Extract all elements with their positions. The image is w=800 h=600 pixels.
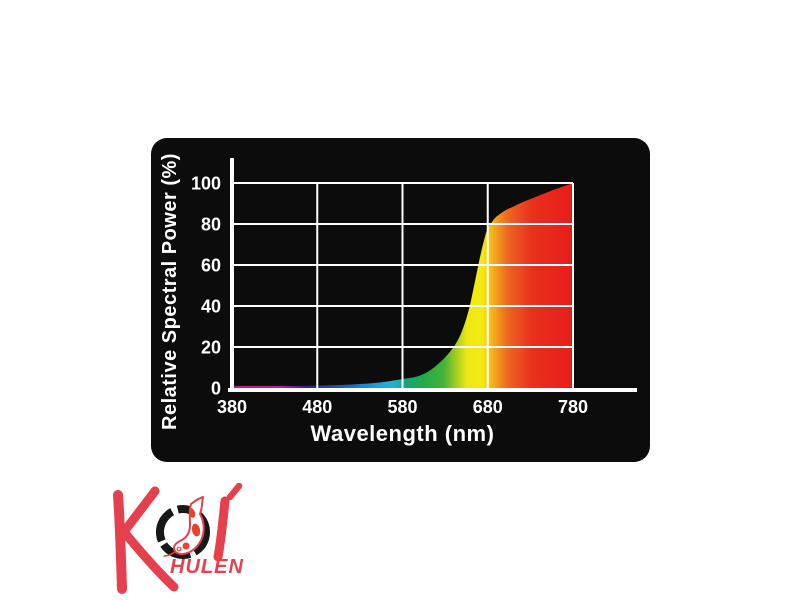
x-tick-label: 480 [302, 397, 332, 417]
x-tick-label: 680 [473, 397, 503, 417]
y-axis-title: Relative Spectral Power (%) [159, 153, 181, 431]
y-tick-label: 0 [211, 379, 221, 399]
fish-fin [163, 551, 176, 557]
logo-hulen-text: HULEN [170, 556, 244, 578]
spectral-chart-panel: 380 480 580 680 780 0 20 40 60 80 100 Relative Spe… [151, 138, 650, 462]
koi-hulen-logo: HULEN [113, 483, 244, 594]
x-tick-label: 380 [217, 397, 247, 417]
y-tick-label: 80 [201, 215, 221, 235]
y-tick-label: 20 [201, 338, 221, 358]
y-tick-label: 100 [191, 174, 221, 194]
y-tick-label: 60 [201, 256, 221, 276]
spectral-power-chart: 380 480 580 680 780 0 20 40 60 80 100 [191, 158, 637, 417]
x-tick-label: 780 [558, 397, 588, 417]
x-tick-label: 580 [387, 397, 417, 417]
y-tick-label: 40 [201, 297, 221, 317]
logo-i-letter [213, 483, 243, 562]
x-axis-title: Wavelength (nm) [310, 421, 495, 446]
fish-eye [176, 546, 182, 552]
logo-k-letter [113, 486, 179, 594]
logo-koi-fish-icon [163, 496, 205, 557]
